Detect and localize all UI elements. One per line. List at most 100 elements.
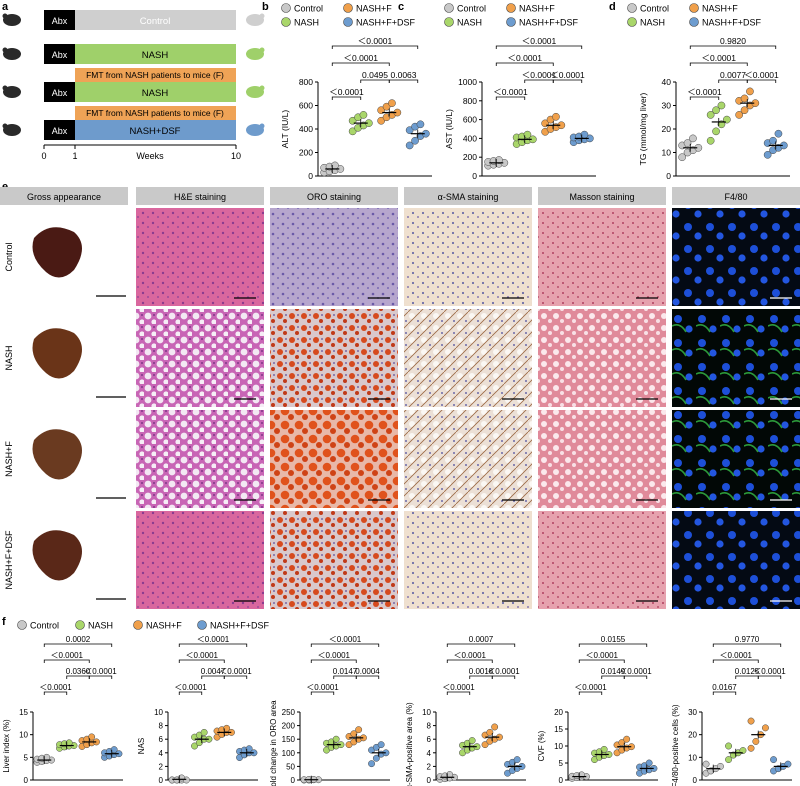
data-point: [223, 724, 231, 732]
data-point: [377, 116, 385, 125]
data-point: [350, 730, 358, 738]
group-bar-label: NASH+DSF: [130, 126, 181, 137]
column-header-bg: [672, 187, 800, 205]
abx-label: Abx: [52, 50, 68, 60]
significance-label: 0.0495: [362, 70, 388, 80]
significance-bracket: [66, 675, 90, 679]
legend-f-label: Control: [30, 621, 59, 631]
significance-bracket: [712, 659, 759, 663]
data-point: [618, 739, 626, 747]
y-axis-label: AST (IU/L): [444, 109, 454, 149]
significance-label: 0.9820: [720, 36, 746, 46]
significance-bracket: [495, 96, 526, 100]
y-tick-label: 8: [427, 722, 432, 731]
data-point: [712, 127, 720, 136]
data-point: [523, 130, 532, 139]
y-tick-label: 0: [159, 776, 164, 785]
significance-bracket: [469, 675, 493, 679]
significance-label: ＜0.0001: [720, 651, 753, 660]
y-tick-label: 0: [693, 776, 698, 785]
legend-f-label: NASH+F: [146, 621, 182, 631]
significance-bracket: [446, 691, 471, 695]
schematic-tick-label-1: 1: [72, 151, 77, 161]
y-tick-label: 0: [24, 776, 29, 785]
significance-label: 0.0063: [391, 70, 417, 80]
y-tick-label: 15: [19, 708, 28, 717]
abx-box: [44, 10, 75, 30]
micrograph: [404, 309, 532, 407]
y-tick-label: 0: [308, 171, 313, 181]
mouse-icon-end: [246, 86, 264, 98]
data-point: [332, 735, 340, 743]
micrograph: [672, 410, 800, 508]
micrograph: [538, 208, 666, 306]
liver-specimen: [32, 227, 82, 278]
significance-bracket: [689, 62, 748, 66]
row-label: NASH+F+DSF: [4, 530, 14, 590]
significance-label: ＜0.0001: [508, 53, 543, 63]
micrograph: [672, 208, 800, 306]
significance-bracket: [310, 659, 357, 663]
significance-label: 0.0149: [601, 667, 626, 676]
group-bar-label: NASH: [142, 88, 169, 99]
significance-label: 0.0077: [720, 70, 746, 80]
significance-label: ＜0.0001: [522, 70, 557, 80]
significance-label: ＜0.0001: [84, 667, 117, 676]
data-point: [468, 737, 476, 745]
panel-a-schematic: a Abx Control Abx NASH FMT from NASH patient…: [2, 1, 265, 161]
data-point: [491, 723, 499, 731]
y-tick-label: 5: [24, 753, 29, 762]
abx-label: Abx: [52, 88, 68, 98]
data-point: [495, 156, 503, 164]
chart-f6: 0 10 20 30 F4/80-positive cells (%) 0.9770 ＜0.…: [671, 635, 792, 786]
data-point: [110, 746, 118, 754]
fmt-bar: [75, 68, 236, 82]
y-tick-label: 40: [662, 77, 672, 87]
legend-f-marker: [75, 620, 85, 630]
abx-box: [44, 82, 75, 102]
mouse-icon: [3, 124, 21, 136]
significance-label: ＜0.0001: [318, 651, 351, 660]
y-tick-label: 10: [422, 708, 431, 717]
data-point: [747, 744, 755, 752]
legend-marker-nashfdsf: [689, 17, 699, 27]
y-axis-label: TG (mmol/mg liver): [638, 92, 648, 165]
data-point: [200, 728, 208, 736]
column-header-label: α-SMA staining: [438, 192, 499, 202]
mouse-ear-icon: [2, 123, 8, 129]
y-tick-label: 250: [282, 708, 296, 717]
mouse-ear-icon-end: [259, 85, 265, 91]
data-point: [411, 136, 419, 145]
y-axis-label: NAS: [137, 738, 146, 754]
column-header-label: H&E staining: [174, 192, 226, 202]
legend-marker-control: [444, 3, 454, 13]
y-tick-label: 30: [662, 101, 672, 111]
column-header-bg: [136, 187, 264, 205]
mouse-icon: [3, 86, 21, 98]
column-header-bg: [0, 187, 128, 205]
legend-label-nashf: NASH+F: [702, 4, 738, 14]
data-point: [486, 728, 494, 736]
panel-label-c: c: [398, 1, 404, 13]
y-tick-label: 8: [159, 722, 164, 731]
fmt-bar-label: FMT from NASH patients to mice (F): [86, 70, 224, 80]
data-point: [725, 742, 732, 750]
row-label: NASH+F: [4, 441, 14, 477]
data-point: [752, 738, 760, 745]
schematic-tick-label-0: 0: [41, 151, 46, 161]
significance-label: ＜0.0001: [550, 70, 585, 80]
significance-bracket: [718, 79, 748, 83]
y-tick-label: 200: [463, 152, 477, 162]
chart-c: c Control NASH+F NASH NASH+F+DSF 0 200 400 600 80…: [398, 1, 596, 181]
liver-specimen: [32, 328, 82, 379]
legend-label-nash: NASH: [457, 18, 482, 28]
y-tick-label: 200: [282, 722, 296, 731]
significance-label: 0.0167: [712, 683, 737, 692]
y-tick-label: 50: [286, 762, 295, 771]
significance-bracket: [178, 643, 248, 647]
group-bar: [75, 120, 236, 140]
data-point: [552, 112, 560, 121]
legend-label-nashfdsf: NASH+F+DSF: [519, 18, 579, 28]
data-point: [600, 745, 608, 753]
micrograph: [404, 208, 532, 306]
